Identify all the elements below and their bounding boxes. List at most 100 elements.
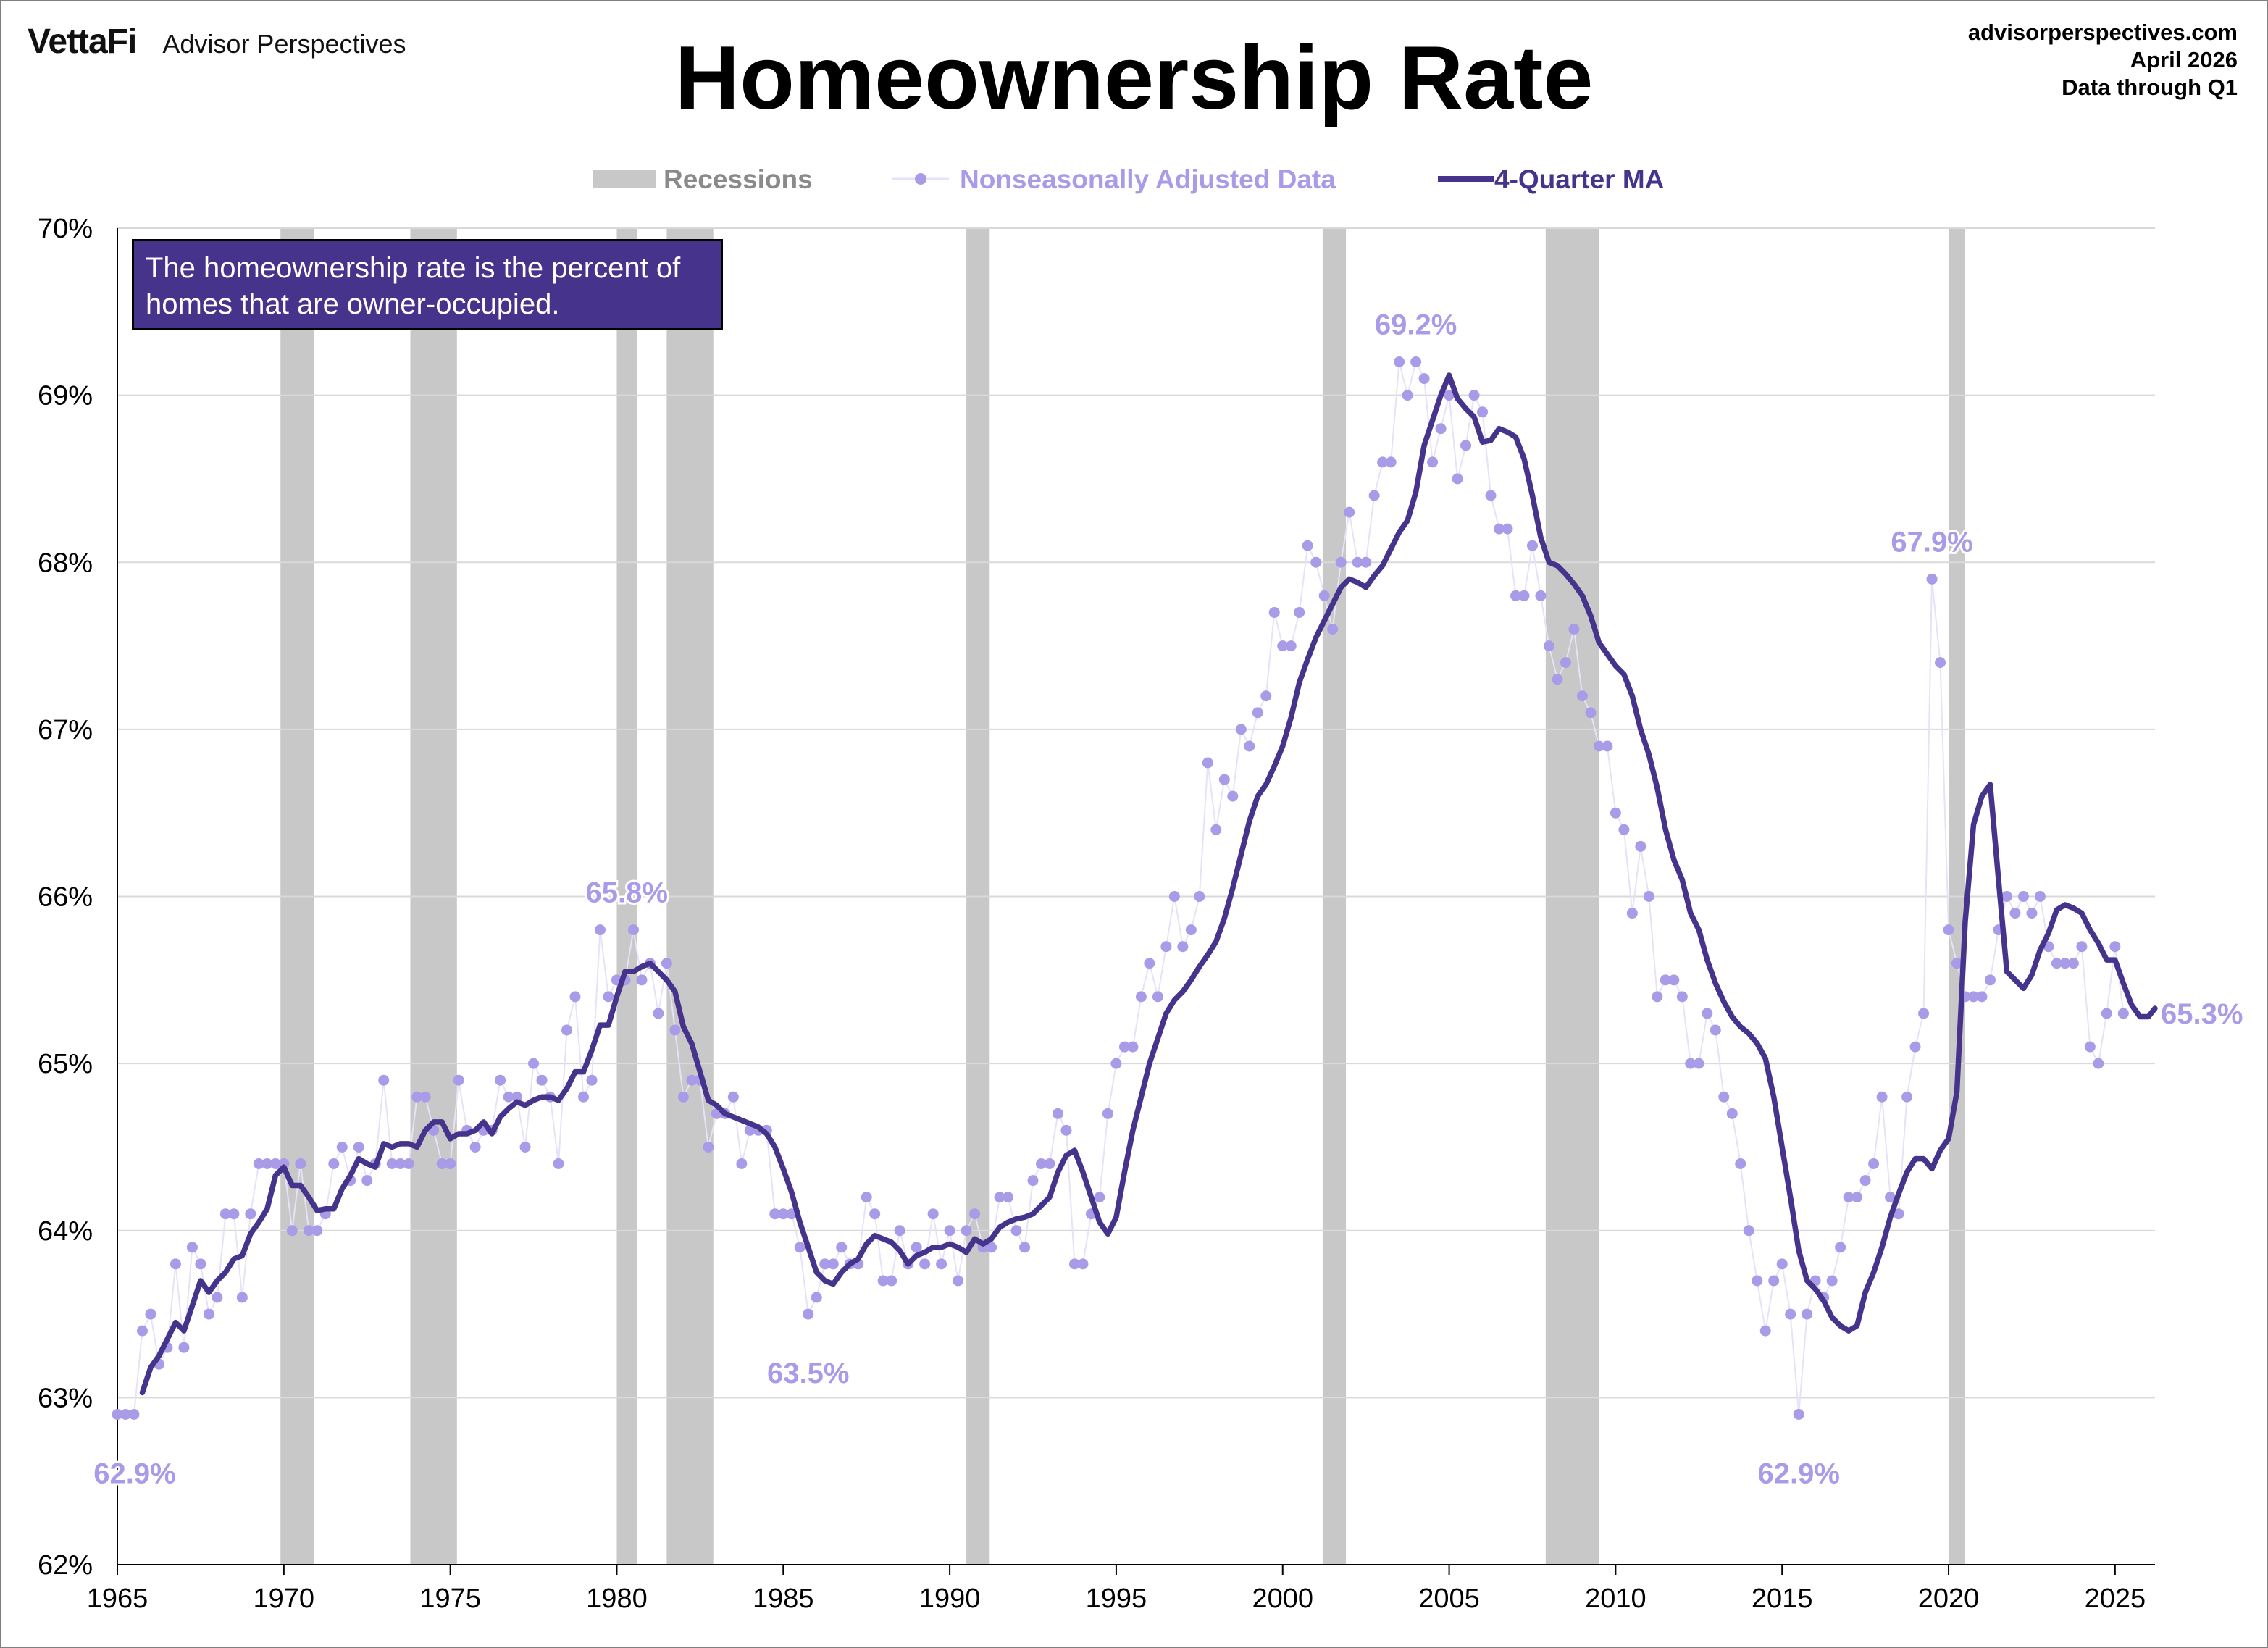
raw-data-point: [495, 1074, 506, 1086]
raw-data-point: [2084, 1041, 2096, 1053]
legend-raw-swatch-dot: [915, 173, 926, 185]
x-tick-label: 1980: [586, 1584, 648, 1614]
raw-data-point: [1602, 740, 1613, 752]
raw-data-point: [511, 1091, 523, 1103]
raw-data-point: [519, 1141, 531, 1153]
raw-data-point: [2109, 941, 2121, 953]
raw-data-point: [1227, 790, 1239, 802]
raw-data-point: [836, 1242, 848, 1253]
raw-data-point: [145, 1308, 156, 1320]
x-tick-label: 2020: [1918, 1584, 1980, 1614]
vettafi-logo: VettaFi: [28, 22, 137, 61]
raw-data-point: [1568, 624, 1580, 635]
raw-data-point: [1152, 991, 1163, 1003]
raw-data-point: [1676, 991, 1688, 1003]
x-tick-label: 1975: [419, 1584, 481, 1614]
raw-data-point: [1494, 523, 1505, 535]
x-tick-label: 1965: [87, 1584, 148, 1614]
raw-data-point: [1702, 1008, 1713, 1019]
raw-data-point: [1402, 390, 1413, 401]
raw-data-point: [1851, 1192, 1863, 1203]
raw-data-point: [1452, 473, 1463, 485]
raw-data-point: [245, 1208, 256, 1220]
raw-data-point: [1485, 490, 1497, 501]
raw-data-point: [1535, 590, 1547, 601]
y-tick-label: 67%: [38, 715, 93, 745]
raw-data-point: [419, 1091, 431, 1103]
raw-data-point: [1718, 1091, 1730, 1103]
raw-data-point: [203, 1308, 214, 1320]
raw-data-point: [1060, 1124, 1072, 1136]
x-axis-ticks: 1965 1970 1975 1980 1985 1990 1995 2000 2005 2010…: [87, 1565, 2146, 1614]
raw-data-point: [1576, 690, 1588, 702]
raw-data-point: [1868, 1158, 1880, 1169]
raw-data-point: [2076, 941, 2088, 953]
raw-data-point: [1710, 1024, 1721, 1036]
raw-data-point: [1668, 974, 1680, 986]
raw-data-point: [919, 1258, 931, 1270]
raw-data-point: [1876, 1091, 1888, 1103]
raw-data-point: [603, 991, 614, 1003]
raw-data-point: [636, 974, 648, 986]
raw-data-point: [1726, 1108, 1738, 1119]
x-tick-label: 2015: [1752, 1584, 1813, 1614]
annotation-label: 65.3%: [2161, 998, 2243, 1030]
raw-data-point: [2017, 891, 2029, 902]
raw-data-point: [1618, 824, 1630, 835]
raw-data-point: [536, 1074, 548, 1086]
raw-data-point: [1160, 941, 1172, 953]
raw-data-point: [861, 1192, 872, 1203]
raw-data-point: [1626, 908, 1638, 919]
raw-data-point: [1477, 406, 1489, 418]
raw-data-point: [1410, 356, 1422, 367]
raw-data-point: [1003, 1192, 1014, 1203]
raw-data-point: [1318, 590, 1330, 601]
raw-data-point: [803, 1308, 814, 1320]
raw-data-point: [469, 1141, 481, 1153]
raw-data-point: [2001, 891, 2012, 902]
legend-recessions-label: Recessions: [664, 164, 813, 194]
y-tick-label: 68%: [38, 548, 93, 578]
annotation-label: 63.5%: [767, 1358, 849, 1389]
raw-data-point: [503, 1091, 514, 1103]
definition-note: The homeownership rate is the percent of…: [132, 239, 723, 330]
raw-data-point: [1984, 974, 1996, 986]
raw-data-point: [328, 1158, 340, 1169]
raw-data-point: [1427, 456, 1439, 468]
raw-data-point: [1743, 1225, 1754, 1237]
x-tick-label: 1985: [753, 1584, 814, 1614]
y-axis-ticks: 62% 63% 64% 65% 66% 67% 68% 69% 70%: [38, 214, 93, 1581]
raw-data-point: [1335, 556, 1347, 568]
raw-data-point: [1593, 740, 1604, 752]
annotation-label: 62.9%: [93, 1457, 175, 1489]
raw-data-point: [1943, 924, 1954, 936]
legend: Recessions Nonseasonally Adjusted Data 4…: [593, 164, 1664, 194]
raw-data-point: [2009, 908, 2021, 919]
y-tick-label: 70%: [38, 214, 93, 244]
raw-data-point: [1235, 724, 1247, 735]
raw-data-point: [1418, 373, 1430, 385]
raw-data-point: [186, 1242, 198, 1253]
raw-data-point: [686, 1074, 698, 1086]
raw-data-point: [436, 1158, 448, 1169]
raw-data-point: [1094, 1192, 1105, 1203]
raw-data-point: [969, 1208, 981, 1220]
legend-recessions-swatch: [593, 170, 656, 188]
raw-data-point: [794, 1242, 805, 1253]
raw-data-point: [2101, 1008, 2112, 1019]
raw-data-point: [1610, 807, 1621, 819]
raw-data-point: [1327, 624, 1339, 635]
x-tick-label: 1970: [254, 1584, 315, 1614]
chart-title: Homeownership Rate: [674, 28, 1594, 128]
moving-average-line: [139, 372, 2158, 1396]
raw-data-point: [128, 1408, 140, 1420]
raw-data-point: [1068, 1258, 1080, 1270]
raw-data-point: [395, 1158, 406, 1169]
raw-data-point: [1643, 891, 1654, 902]
raw-data-point: [661, 958, 672, 969]
legend-raw-label: Nonseasonally Adjusted Data: [960, 164, 1336, 194]
raw-data-point: [1135, 991, 1147, 1003]
raw-data-point: [1118, 1041, 1130, 1053]
y-tick-label: 69%: [38, 381, 93, 411]
